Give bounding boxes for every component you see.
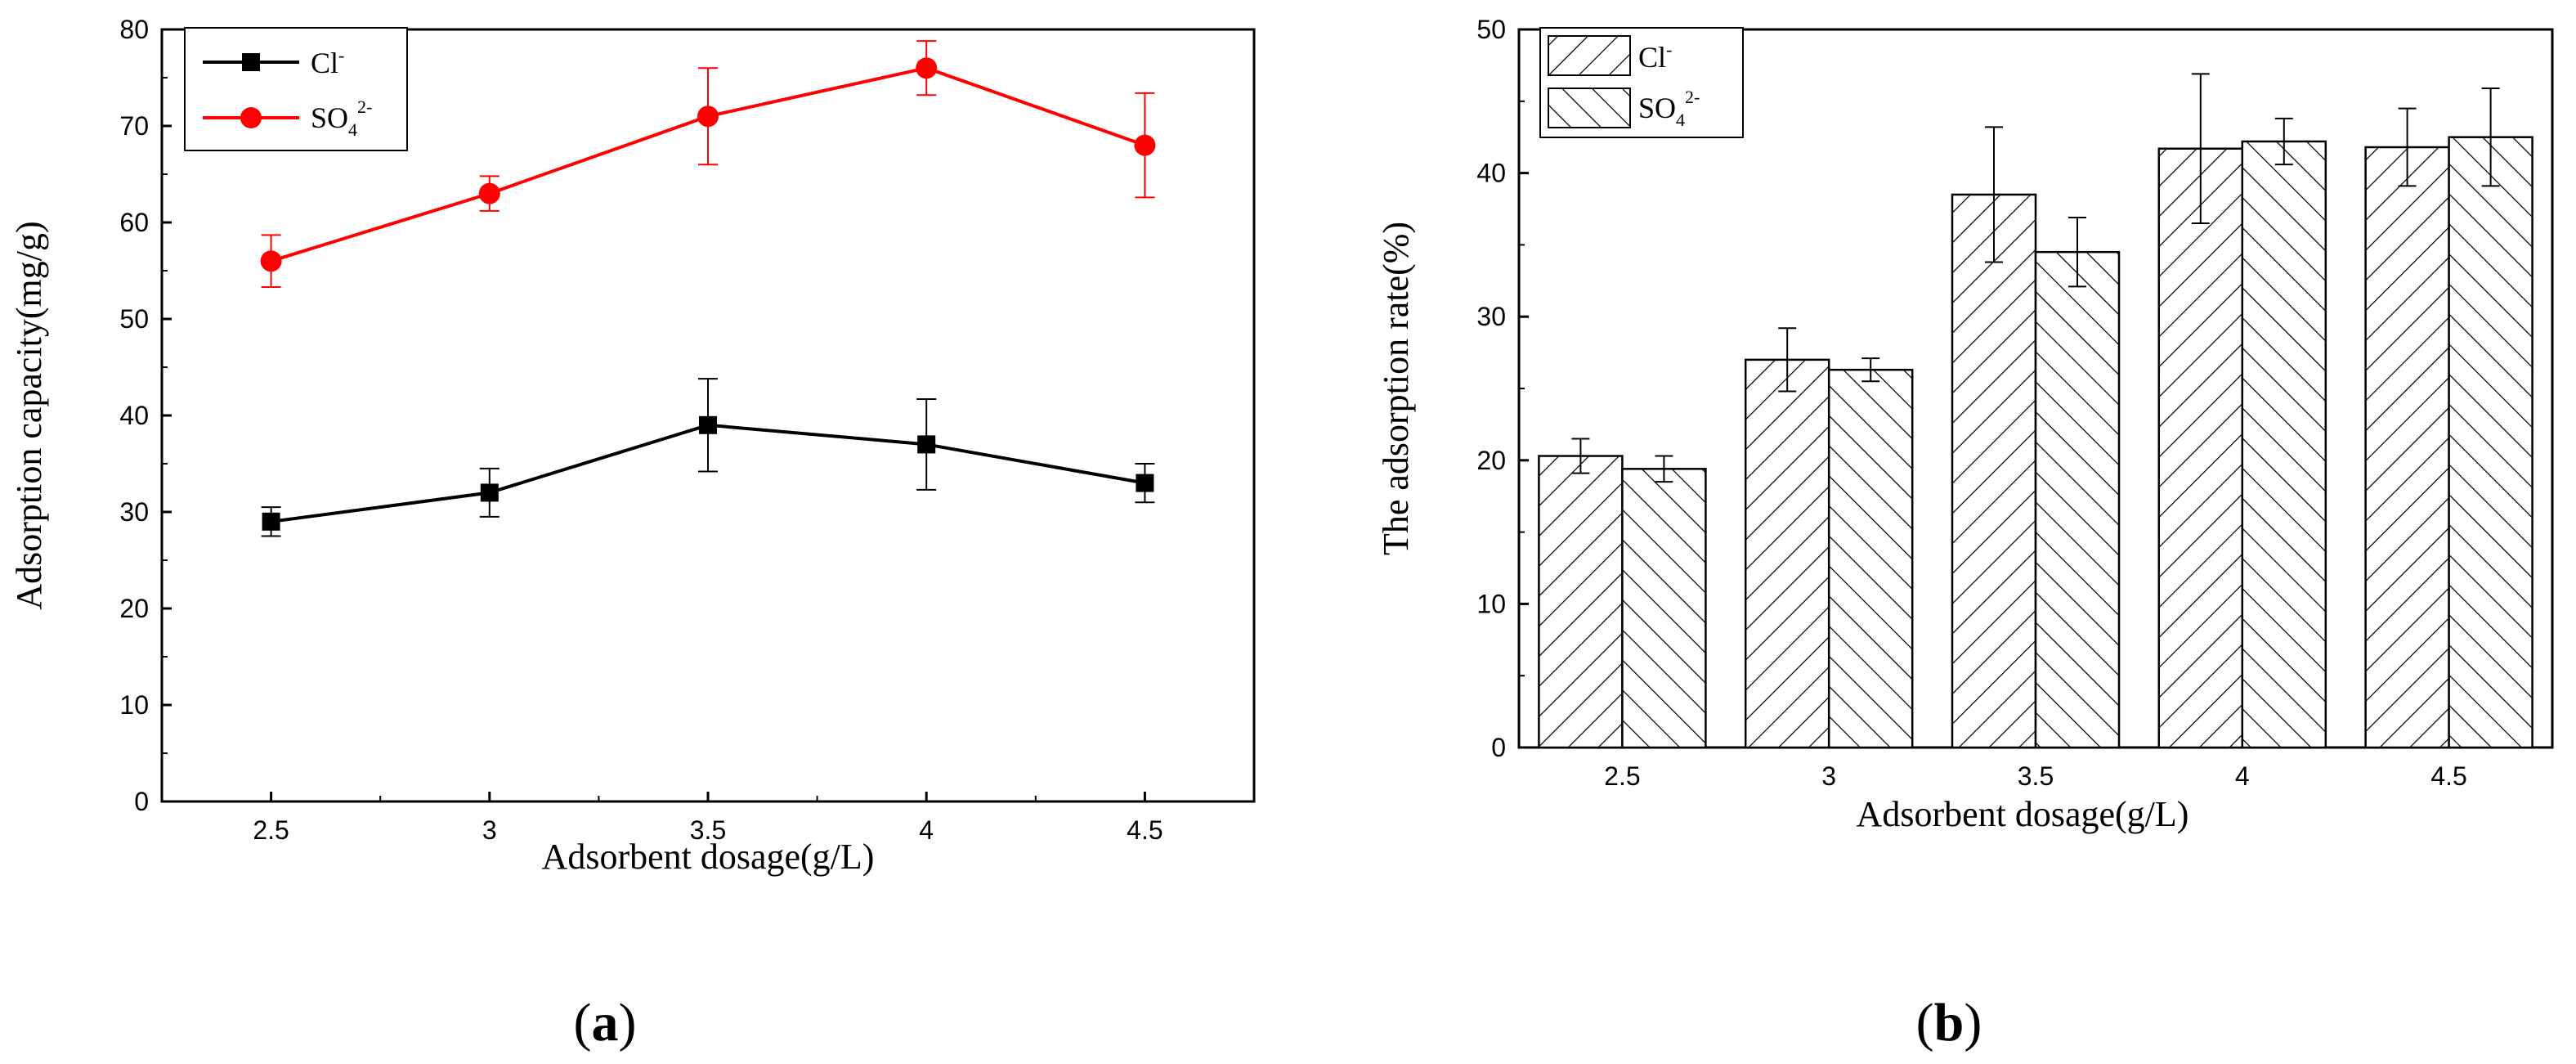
data-point-so4	[478, 182, 500, 204]
legend-a: Cl- SO42-	[184, 27, 408, 151]
x-tick-label-a: 4.5	[1127, 815, 1163, 845]
x-axis-label-a: Adsorbent dosage(g/L)	[542, 837, 875, 877]
panel-label-a: (a)	[574, 993, 637, 1053]
bar-cl	[1538, 455, 1624, 749]
legend-b: Cl- SO42-	[1539, 27, 1744, 138]
y-tick-label-b: 0	[1491, 733, 1506, 762]
bar-cl	[1951, 193, 2037, 749]
bar-so4	[2034, 250, 2121, 749]
bar-so4	[2241, 140, 2327, 749]
y-tick-label-b: 20	[1476, 446, 1506, 475]
y-tick-label-a: 80	[119, 15, 149, 44]
y-tick-label-a: 10	[119, 690, 149, 720]
data-point-cl	[262, 512, 280, 531]
y-tick-label-b: 10	[1476, 589, 1506, 618]
legend-b-cl-swatch	[1548, 35, 1631, 76]
legend-b-so4-label: SO42-	[1638, 87, 1700, 130]
legend-a-so4-label: SO42-	[311, 97, 372, 140]
x-tick-label-b: 3.5	[2018, 761, 2054, 791]
y-tick-label-a: 20	[119, 594, 149, 623]
x-tick-label-a: 3.5	[690, 815, 726, 845]
y-tick-label-a: 0	[134, 787, 149, 816]
y-tick-label-a: 70	[119, 111, 149, 141]
bar-so4	[1827, 368, 1914, 749]
data-point-cl	[480, 483, 499, 502]
legend-b-cl-label: Cl-	[1638, 39, 1672, 74]
data-point-cl	[917, 435, 936, 454]
x-tick-label-b: 4	[2235, 761, 2250, 791]
x-axis-label-b: Adsorbent dosage(g/L)	[1857, 794, 2189, 834]
legend-a-cl-marker	[242, 53, 260, 71]
y-axis-b: 0 10 20 30 40 50	[1476, 15, 1529, 762]
y-tick-label-a: 50	[119, 304, 149, 334]
x-tick-label-b: 4.5	[2430, 761, 2466, 791]
legend-a-cl-label: Cl-	[311, 45, 344, 79]
y-axis-label-a: Adsorption capacity(mg/g)	[9, 221, 49, 609]
x-axis-b: 2.5 3 3.5 4 4.5	[1604, 738, 2467, 791]
bar-cl	[2157, 147, 2244, 749]
data-point-so4	[260, 250, 282, 272]
x-tick-label-b: 3	[1821, 761, 1836, 791]
data-point-cl	[699, 415, 717, 434]
legend-box-a	[184, 27, 408, 151]
y-tick-label-a: 30	[119, 497, 149, 527]
y-tick-label-b: 30	[1476, 302, 1506, 331]
data-point-so4	[916, 57, 938, 79]
y-axis-a: 0 10 20 30 40 50 60 70 80	[119, 15, 172, 816]
legend-a-so4-marker	[240, 107, 262, 128]
panel-label-b: (b)	[1916, 993, 1982, 1053]
x-tick-label-a: 4	[919, 815, 934, 845]
x-axis-a: 2.5 3 3.5 4 4.5	[253, 792, 1163, 845]
bar-so4	[1621, 468, 1707, 749]
bar-cl	[1744, 358, 1830, 749]
y-tick-label-a: 60	[119, 208, 149, 237]
chart-panel-b: 0 10 20 30 40 50 2.5 3 3.5 4 4.5 Cl- SO42- Adsorb…	[1376, 15, 2554, 1053]
data-point-so4	[697, 106, 719, 128]
data-point-so4	[1134, 134, 1156, 156]
x-tick-label-a: 2.5	[253, 815, 289, 845]
bar-so4	[2448, 136, 2533, 749]
legend-b-so4-swatch	[1548, 88, 1631, 128]
series-group-a	[260, 40, 1156, 537]
y-tick-label-b: 40	[1476, 159, 1506, 188]
x-tick-label-b: 2.5	[1604, 761, 1640, 791]
y-tick-label-b: 50	[1476, 15, 1506, 44]
bars-group-b	[1538, 73, 2533, 749]
y-axis-label-b: The adsorption rate(%)	[1376, 222, 1416, 555]
x-tick-label-a: 3	[482, 815, 497, 845]
bar-cl	[2364, 146, 2450, 749]
y-tick-label-a: 40	[119, 401, 149, 430]
data-point-cl	[1136, 474, 1154, 492]
